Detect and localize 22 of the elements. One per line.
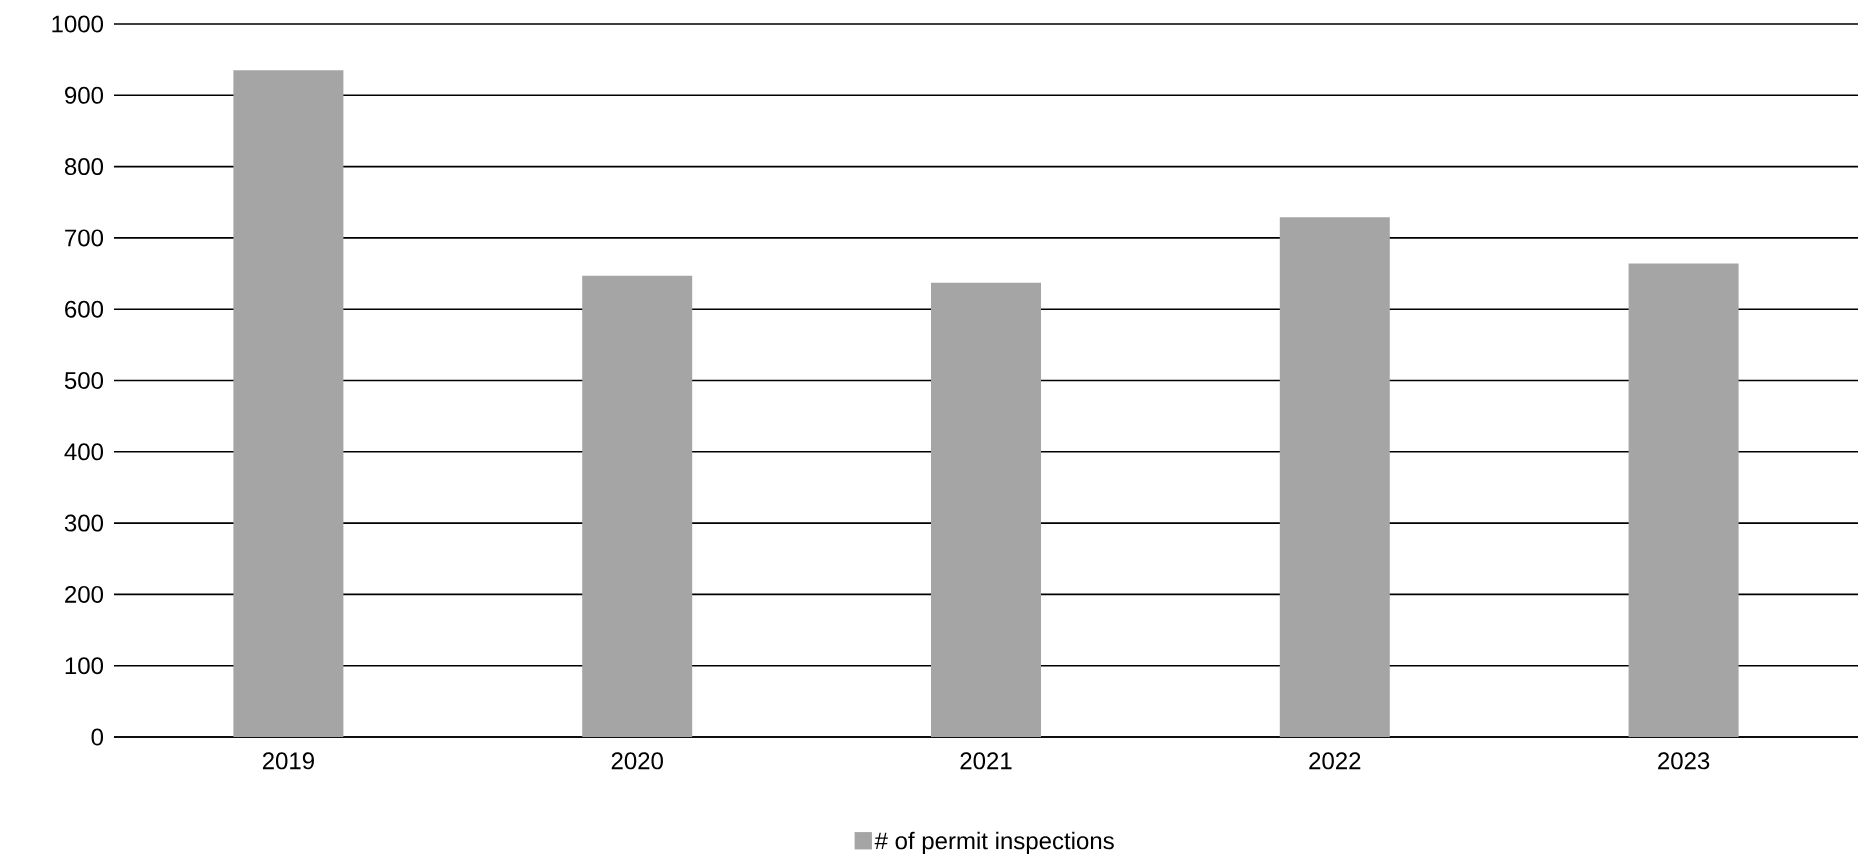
y-tick-label: 200 xyxy=(65,585,104,603)
y-tick-label: 1000 xyxy=(52,15,104,33)
y-tick-label: 300 xyxy=(64,514,104,532)
y-tick-label: 100 xyxy=(65,657,104,675)
y-tick-label: 600 xyxy=(65,300,104,318)
y-tick-label: 400 xyxy=(64,443,104,461)
y-tick-label: 500 xyxy=(64,371,104,389)
bar xyxy=(233,70,344,737)
legend-label: # of permit inspections xyxy=(874,831,1114,855)
bar xyxy=(931,282,1041,737)
bar xyxy=(1279,217,1390,737)
bar xyxy=(582,275,693,737)
x-tick-label: 2023 xyxy=(1658,752,1710,770)
y-tick-label: 800 xyxy=(64,158,104,176)
x-tick-label: 2020 xyxy=(611,752,663,770)
x-tick-label: 2019 xyxy=(262,752,314,770)
y-tick-label: 700 xyxy=(65,229,104,247)
y-tick-label: 900 xyxy=(65,86,104,104)
y-tick-label: 0 xyxy=(91,728,104,746)
bar xyxy=(1628,263,1739,737)
x-tick-label: 2021 xyxy=(960,752,1012,770)
x-tick-label: 2022 xyxy=(1309,752,1361,770)
